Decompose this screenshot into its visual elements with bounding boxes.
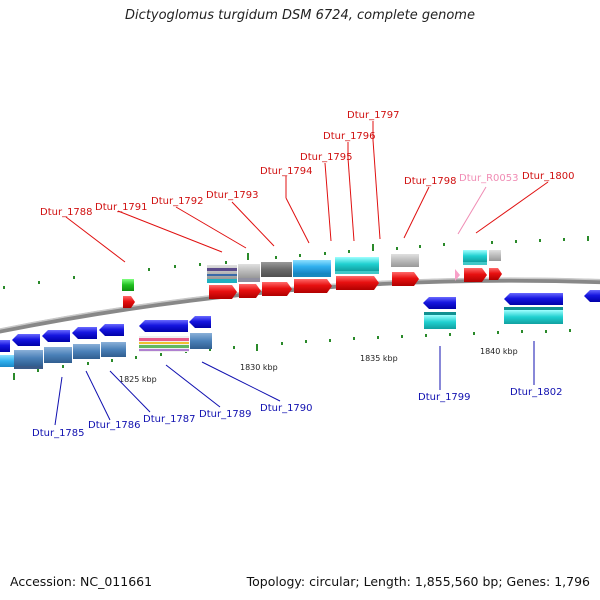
gene-label[interactable]: Dtur_1790 (260, 403, 313, 414)
gene-label[interactable]: Dtur_1796 (323, 131, 376, 142)
gene-arrow-reverse[interactable] (189, 316, 211, 328)
annotation-row-bottom (0, 307, 563, 369)
gene-label[interactable]: Dtur_1789 (199, 409, 252, 420)
gene-label[interactable]: Dtur_1795 (300, 152, 353, 163)
gene-label[interactable]: Dtur_1798 (404, 176, 457, 187)
annotation-row-top (207, 250, 501, 279)
gene-arrow-reverse[interactable] (72, 327, 97, 339)
callout-lines-top (65, 121, 549, 263)
gene-arrow-reverse[interactable] (12, 334, 40, 346)
gene-label[interactable]: Dtur_1792 (151, 196, 204, 207)
gene-label-rna[interactable]: Dtur_R0053 (459, 173, 518, 184)
gene-arrow-forward[interactable] (294, 279, 332, 293)
gene-arrow-reverse[interactable] (504, 293, 563, 305)
gene-label[interactable]: Dtur_1794 (260, 166, 313, 177)
gene-arrow-forward[interactable] (489, 268, 502, 280)
reverse-genes (0, 290, 600, 352)
gene-label[interactable]: Dtur_1799 (418, 392, 471, 403)
forward-genes (209, 268, 502, 299)
gene-arrow-forward[interactable] (209, 285, 237, 299)
gene-label[interactable]: Dtur_1791 (95, 202, 148, 213)
gene-arrow-reverse[interactable] (139, 320, 188, 332)
gene-label[interactable]: Dtur_1786 (88, 420, 141, 431)
gene-arrow-reverse[interactable] (584, 290, 600, 302)
gene-arrow-forward[interactable] (336, 276, 379, 290)
gene-label[interactable]: Dtur_1787 (143, 414, 196, 425)
genome-summary: Topology: circular; Length: 1,855,560 bp… (246, 574, 590, 589)
gene-arrow-forward[interactable] (464, 268, 487, 282)
gene-label[interactable]: Dtur_1800 (522, 171, 575, 182)
annotation-row-top-2 (207, 262, 487, 283)
gene-block-annotation[interactable] (122, 279, 134, 291)
accession-label: Accession: NC_011661 (10, 574, 153, 589)
gene-arrow-reverse[interactable] (423, 297, 456, 309)
gene-label[interactable]: Dtur_1802 (510, 387, 563, 398)
callout-lines-bottom (54, 341, 535, 426)
rna-gene-arrow[interactable] (455, 269, 460, 281)
scale-label: 1830 kbp (240, 363, 278, 372)
scale-ticks-top (3, 236, 589, 289)
gene-label[interactable]: Dtur_1797 (347, 110, 400, 121)
genome-title: Dictyoglomus turgidum DSM 6724, complete… (125, 8, 475, 23)
gene-arrow-forward[interactable] (123, 296, 135, 308)
scale-label: 1825 kbp (119, 375, 157, 384)
scale-label: 1835 kbp (360, 354, 398, 363)
scale-label: 1840 kbp (480, 347, 518, 356)
gene-arrow-forward[interactable] (262, 282, 292, 296)
gene-arrow-forward[interactable] (239, 284, 261, 298)
gene-arrow-reverse[interactable] (42, 330, 70, 342)
gene-arrow-reverse[interactable] (0, 340, 10, 352)
gene-arrow-forward[interactable] (392, 272, 419, 286)
gene-label[interactable]: Dtur_1785 (32, 428, 85, 439)
gene-label[interactable]: Dtur_1788 (40, 207, 93, 218)
scale-ticks-bottom (13, 329, 571, 380)
gene-label[interactable]: Dtur_1793 (206, 190, 259, 201)
gene-arrow-reverse[interactable] (99, 324, 124, 336)
